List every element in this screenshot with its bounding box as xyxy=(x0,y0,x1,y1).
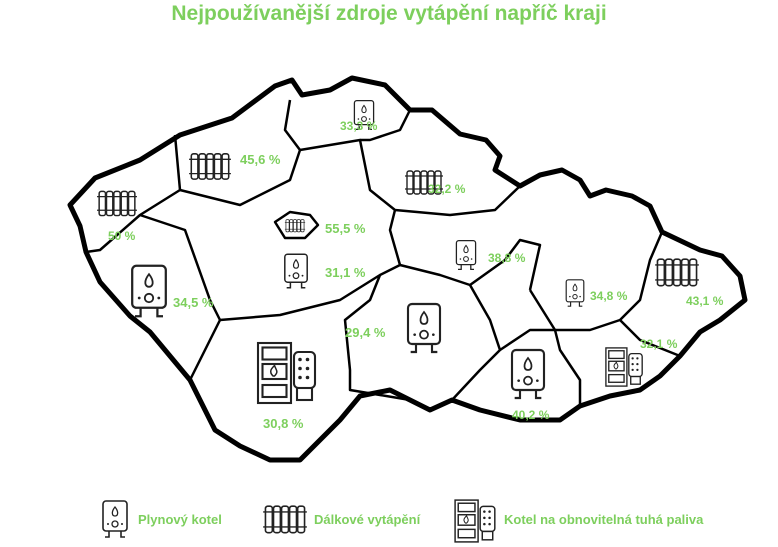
region-value: 43,1 % xyxy=(686,294,724,308)
legend-label-district-heating: Dálkové vytápění xyxy=(314,512,421,527)
legend-solid-fuel-boiler-icon xyxy=(454,499,496,543)
legend-gas-boiler-icon xyxy=(102,500,128,538)
legend-label-gas-boiler: Plynový kotel xyxy=(138,512,222,527)
map-title: Nejpoužívanější zdroje vytápění napříč k… xyxy=(171,2,607,25)
region-value: 33,3 % xyxy=(340,119,378,133)
region-value: 55,5 % xyxy=(325,221,366,236)
gas-boiler-icon xyxy=(510,348,546,400)
radiator-icon xyxy=(96,190,138,217)
region-value: 29,4 % xyxy=(345,325,386,340)
gas-boiler-icon xyxy=(565,279,585,307)
region-value: 34,8 % xyxy=(590,289,628,303)
gas-boiler-icon xyxy=(455,239,477,271)
region-value: 50 % xyxy=(108,229,136,243)
region-value: 32,1 % xyxy=(640,337,678,351)
radiator-icon xyxy=(284,219,306,233)
gas-boiler-icon xyxy=(406,302,442,354)
region-value: 30,8 % xyxy=(263,416,304,431)
region-value: 32,2 % xyxy=(428,182,466,196)
region-value: 31,1 % xyxy=(325,265,366,280)
legend-label-solid-fuel: Kotel na obnovitelná tuhá paliva xyxy=(504,512,704,527)
prague-border xyxy=(273,210,320,240)
region-icons xyxy=(96,99,700,543)
solid-fuel-boiler-icon xyxy=(256,341,317,405)
country-border xyxy=(67,75,748,463)
radiator-icon xyxy=(654,258,700,287)
region-value: 34,5 % xyxy=(173,295,214,310)
solid-fuel-boiler-icon xyxy=(605,347,643,387)
region-borders xyxy=(85,99,681,406)
region-value: 45,6 % xyxy=(240,152,281,167)
gas-boiler-icon xyxy=(284,253,308,289)
legend-radiator-icon xyxy=(262,505,308,534)
region-value: 38,8 % xyxy=(488,251,526,265)
radiator-icon xyxy=(188,153,232,180)
region-value: 40,2 % xyxy=(512,408,550,422)
gas-boiler-icon xyxy=(131,264,167,318)
